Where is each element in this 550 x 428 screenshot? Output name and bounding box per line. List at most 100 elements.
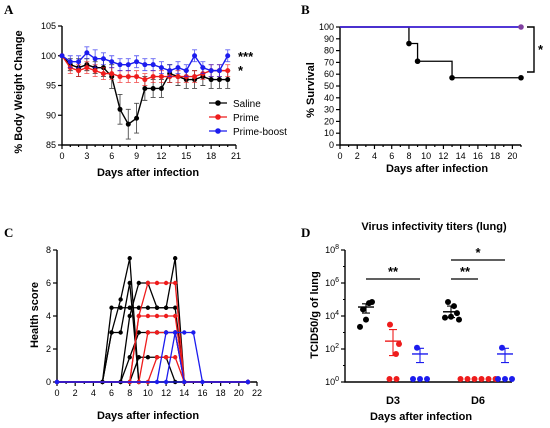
panel-a-point-prime-boost xyxy=(100,56,106,62)
panel-a-point-saline xyxy=(150,85,156,91)
panel-a-xlabel: Days after infection xyxy=(97,167,199,179)
panel-b-xlabel: Days after infection xyxy=(386,163,488,175)
panel-c-xtick-label: 14 xyxy=(179,388,189,398)
panel-a-point-prime xyxy=(158,74,164,80)
panel-a-point-prime xyxy=(192,74,198,80)
panel-c-xtick-label: 16 xyxy=(197,388,207,398)
legend-saline: Saline xyxy=(233,99,261,110)
panel-b-xtick-label: 8 xyxy=(406,151,411,161)
panel-c-point-saline xyxy=(145,305,151,310)
panel-c-point-prime_boost xyxy=(163,330,169,335)
panel-c-ylabel: Health score xyxy=(29,282,41,348)
panel-c-xtick-label: 22 xyxy=(252,388,262,398)
panel-a-point-prime-boost xyxy=(167,68,173,74)
panel-a-legend: Saline Prime Prime-boost xyxy=(209,99,287,138)
panel-c-xtick-label: 10 xyxy=(143,388,153,398)
panel-c-point-saline xyxy=(136,355,142,360)
panel-b-point-saline xyxy=(406,40,412,47)
panel-d-point-d3-prime_boost xyxy=(414,344,420,351)
panel-d-sem-d6-saline xyxy=(447,305,455,319)
panel-d-point-d6-saline xyxy=(442,314,448,321)
panel-d-point-d3-prime_boost xyxy=(410,376,416,382)
panel-c-point-prime xyxy=(154,355,160,360)
panel-c-xtick-label: 20 xyxy=(234,388,244,398)
panel-c-xtick-label: 8 xyxy=(127,388,132,398)
panel-c-point-saline xyxy=(109,330,114,335)
panel-d-title: Virus infectivity titers (lung) xyxy=(361,221,507,233)
panel-d-point-d6-saline xyxy=(456,316,462,323)
panel-c-line-prime xyxy=(57,356,248,383)
panel-a-point-prime xyxy=(125,74,131,80)
panel-d-category-d3: D3 xyxy=(386,395,400,407)
panel-a-point-prime xyxy=(117,74,123,80)
panel-b-label: B xyxy=(301,2,310,17)
panel-a-point-prime xyxy=(84,65,90,71)
panel-d-sig-d6-prime-boost: * xyxy=(475,245,481,260)
panel-a-point-prime xyxy=(134,74,140,80)
panel-a-point-prime-boost xyxy=(109,59,115,65)
panel-b-ylabel: % Survival xyxy=(305,62,317,118)
panel-d-point-d6-prime xyxy=(478,376,485,382)
legend-prime: Prime xyxy=(233,113,260,124)
panel-c-point-saline xyxy=(172,256,178,261)
panel-c-ytick-label: 6 xyxy=(46,278,51,288)
panel-c-point-prime xyxy=(154,330,160,335)
panel-a-xtick-label: 12 xyxy=(156,151,166,161)
panel-d-point-d3-prime xyxy=(393,376,400,382)
panel-b-ytick-label: 100 xyxy=(319,22,334,32)
panel-d-point-d6-prime_boost xyxy=(509,376,515,382)
panel-c-point-saline xyxy=(154,305,160,310)
panel-a-xtick-label: 3 xyxy=(84,151,89,161)
panel-d-point-d3-prime_boost xyxy=(424,376,430,382)
panel-a-point-saline xyxy=(142,85,148,91)
panel-d-sig-d3: ** xyxy=(388,264,399,279)
panel-c-line-prime xyxy=(57,315,248,383)
panel-a-ytick-label: 95 xyxy=(46,81,56,91)
panel-b-xtick-label: 14 xyxy=(456,151,466,161)
panel-a-point-prime-boost xyxy=(59,53,65,59)
panel-a-point-prime xyxy=(142,77,148,83)
panel-c-point-saline xyxy=(118,297,123,302)
panel-b-xtick-label: 4 xyxy=(372,151,377,161)
panel-a-point-prime-boost xyxy=(84,50,90,56)
panel-c-line-saline xyxy=(57,356,248,383)
panel-d-point-d3-prime xyxy=(387,321,393,328)
panel-a-chart: 85 90 95 100 105 0 3 6 9 12 15 18 21 xyxy=(41,21,241,161)
panel-a-point-prime-boost xyxy=(216,68,222,74)
panel-a-sig-prime-boost: *** xyxy=(238,49,254,64)
panel-b-xtick-label: 0 xyxy=(337,151,342,161)
panel-c-point-saline xyxy=(145,355,151,360)
panel-a-point-prime-boost xyxy=(225,53,231,59)
panel-d-point-d3-saline xyxy=(369,299,375,306)
panel-d-ytick-label: 108 xyxy=(325,244,339,255)
panel-c-point-saline xyxy=(118,330,123,335)
panel-d-sem-d3-prime_boost xyxy=(416,347,424,364)
panel-c-point-prime xyxy=(163,355,169,360)
panel-c-point-saline xyxy=(172,305,178,310)
panel-c-point-saline xyxy=(136,280,142,286)
panel-b-point-saline xyxy=(414,58,421,65)
panel-c-point-prime xyxy=(154,280,160,286)
panel-a-ytick-label: 85 xyxy=(46,140,56,150)
panel-a-point-prime xyxy=(92,68,98,74)
panel-c-ytick-label: 2 xyxy=(46,344,51,354)
panel-d-point-d3-prime xyxy=(396,341,402,348)
panel-a-ylabel: % Body Weight Change xyxy=(13,30,25,153)
panel-a-point-prime-boost xyxy=(200,65,206,71)
panel-a-point-prime-boost xyxy=(192,53,198,59)
panel-d-point-d6-prime xyxy=(464,376,471,382)
panel-d-point-d6-prime_boost xyxy=(499,344,505,351)
panel-c-line-saline xyxy=(57,307,248,383)
panel-b-xtick-label: 10 xyxy=(421,151,431,161)
panel-c-point-prime xyxy=(172,280,178,286)
panel-a-xtick-label: 9 xyxy=(134,151,139,161)
panel-d-ytick-label: 100 xyxy=(325,376,339,387)
legend-prime-boost: Prime-boost xyxy=(233,127,287,138)
panel-a-point-saline xyxy=(216,77,222,83)
panel-a-ytick-label: 90 xyxy=(46,110,56,120)
panel-a-xtick-label: 0 xyxy=(59,151,64,161)
panel-c-point-prime xyxy=(154,313,160,319)
panel-c-point-prime xyxy=(172,355,178,360)
panel-d-point-d3-saline xyxy=(357,323,363,330)
